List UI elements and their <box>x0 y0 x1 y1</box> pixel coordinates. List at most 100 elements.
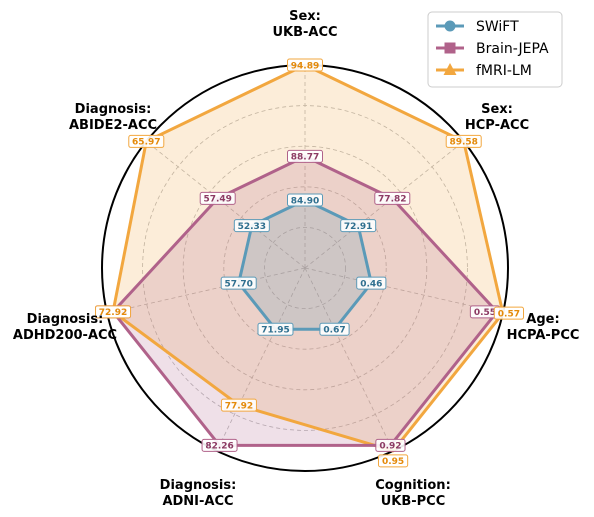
value-label-text: 89.58 <box>449 138 477 148</box>
value-label-brain-jepa: 0.55 <box>469 305 501 319</box>
grid-ring <box>223 186 387 350</box>
axis-label-line: Sex: <box>481 102 513 117</box>
value-label-brain-jepa: 77.82 <box>374 191 411 205</box>
axis-label-line: Diagnosis: <box>75 102 152 117</box>
value-label-text: 0.55 <box>474 308 496 318</box>
axis-label: Sex:HCP-ACC <box>465 102 529 133</box>
value-label-text: 0.57 <box>498 309 520 319</box>
legend-label: fMRI-LM <box>476 63 532 79</box>
value-label-swift: 0.46 <box>356 276 387 290</box>
value-label-box <box>445 134 482 148</box>
value-label-text: 0.46 <box>360 279 382 289</box>
legend-label: Brain-JEPA <box>476 41 549 57</box>
value-label-text: 94.89 <box>291 61 319 71</box>
value-label-text: 77.82 <box>378 195 406 205</box>
series-fill-swift <box>238 199 372 330</box>
value-label-text: 71.95 <box>261 326 289 336</box>
value-label-text: 52.33 <box>238 222 266 232</box>
value-label-box <box>319 322 350 336</box>
value-label-box <box>220 398 257 412</box>
legend-item-fmri-lm: fMRI-LM <box>436 63 532 79</box>
axis-label-line: ADHD200-ACC <box>13 328 117 343</box>
series-line-fmri-lm <box>111 63 505 453</box>
value-label-box <box>287 149 323 163</box>
legend-box <box>427 11 563 88</box>
series-line-brain-jepa <box>111 154 499 447</box>
grid-spoke <box>216 267 306 452</box>
series-fill-brain-jepa <box>113 156 497 446</box>
axis-label-line: UKB-PCC <box>381 494 446 509</box>
axis-label-line: ADNI-ACC <box>162 494 233 509</box>
value-label-text: 65.97 <box>132 138 160 148</box>
value-labels: 84.90 72.91 0.46 0.67 71.95 57.70 52.33 88.77 77… <box>95 58 525 468</box>
grid-spoke <box>304 267 503 314</box>
value-label-box <box>95 305 132 319</box>
value-label-text: 0.67 <box>323 326 345 336</box>
value-label-text: 0.95 <box>382 457 404 467</box>
value-label-swift: 71.95 <box>257 322 294 336</box>
value-label-box <box>128 134 165 148</box>
axis-label: Diagnosis:ADNI-ACC <box>160 478 237 509</box>
legend: SWiFT Brain-JEPA fMRI-LM <box>427 11 563 88</box>
value-label-box <box>356 276 387 290</box>
axis-label-line: ABIDE2-ACC <box>69 118 157 133</box>
value-label-text: 72.92 <box>99 308 127 318</box>
value-label-fmri-lm: 89.58 <box>445 134 482 148</box>
value-label-box <box>220 276 257 290</box>
value-label-brain-jepa: 82.26 <box>201 438 238 452</box>
axis-labels: Sex:UKB-ACCSex:HCP-ACCAge:HCPA-PCCCognit… <box>13 9 580 509</box>
value-label-text: 72.91 <box>344 222 372 232</box>
value-label-text: 57.70 <box>224 279 252 289</box>
axis-label-line: HCPA-PCC <box>507 328 580 343</box>
series-lines <box>111 63 505 453</box>
axis-label-line: UKB-ACC <box>272 25 337 40</box>
value-label-swift: 52.33 <box>233 219 270 233</box>
value-label-swift: 84.90 <box>287 193 323 207</box>
series-line-swift <box>237 198 373 331</box>
value-label-text: 82.26 <box>205 442 233 452</box>
value-label-text: 77.92 <box>225 401 253 411</box>
value-label-fmri-lm: 0.57 <box>493 306 525 320</box>
value-label-brain-jepa: 88.77 <box>287 149 323 163</box>
series-fill-fmri-lm <box>113 65 503 451</box>
value-label-box <box>199 191 236 205</box>
legend-marker <box>444 42 456 54</box>
value-label-box <box>201 438 238 452</box>
series-fills <box>113 65 503 451</box>
axis-label: Sex:UKB-ACC <box>272 9 337 40</box>
legend-item-swift: SWiFT <box>436 19 519 35</box>
axis-label-line: Age: <box>526 312 559 327</box>
legend-label: SWiFT <box>476 19 519 35</box>
axis-label: Age:HCPA-PCC <box>507 312 580 343</box>
axis-label-line: Cognition: <box>375 478 451 493</box>
grid-ring <box>263 226 346 309</box>
value-label-text: 88.77 <box>291 153 319 163</box>
value-label-box <box>233 219 270 233</box>
value-label-box <box>340 219 377 233</box>
value-label-box <box>493 306 525 320</box>
grid-spoke <box>304 267 394 452</box>
axis-label: Cognition:UKB-PCC <box>375 478 451 509</box>
legend-marker <box>443 63 457 75</box>
value-label-swift: 72.91 <box>340 219 377 233</box>
value-label-fmri-lm: 72.92 <box>95 305 132 319</box>
value-label-brain-jepa: 57.49 <box>199 191 236 205</box>
value-label-fmri-lm: 77.92 <box>220 398 257 412</box>
axis-label-line: HCP-ACC <box>465 118 529 133</box>
axis-label: Diagnosis:ADHD200-ACC <box>13 312 117 343</box>
axis-label: Diagnosis:ABIDE2-ACC <box>69 102 157 133</box>
grid-spoke <box>107 267 306 314</box>
value-label-box <box>287 58 323 72</box>
axis-label-line: Diagnosis: <box>160 478 237 493</box>
value-label-text: 0.92 <box>379 442 401 452</box>
axis-label-line: Sex: <box>289 9 321 24</box>
value-label-fmri-lm: 94.89 <box>287 58 323 72</box>
value-label-swift: 0.67 <box>319 322 350 336</box>
value-label-box <box>377 454 409 468</box>
axis-label-line: Diagnosis: <box>27 312 104 327</box>
value-label-box <box>375 438 406 452</box>
value-label-text: 84.90 <box>291 196 319 206</box>
value-label-box <box>374 191 411 205</box>
value-label-swift: 57.70 <box>220 276 257 290</box>
